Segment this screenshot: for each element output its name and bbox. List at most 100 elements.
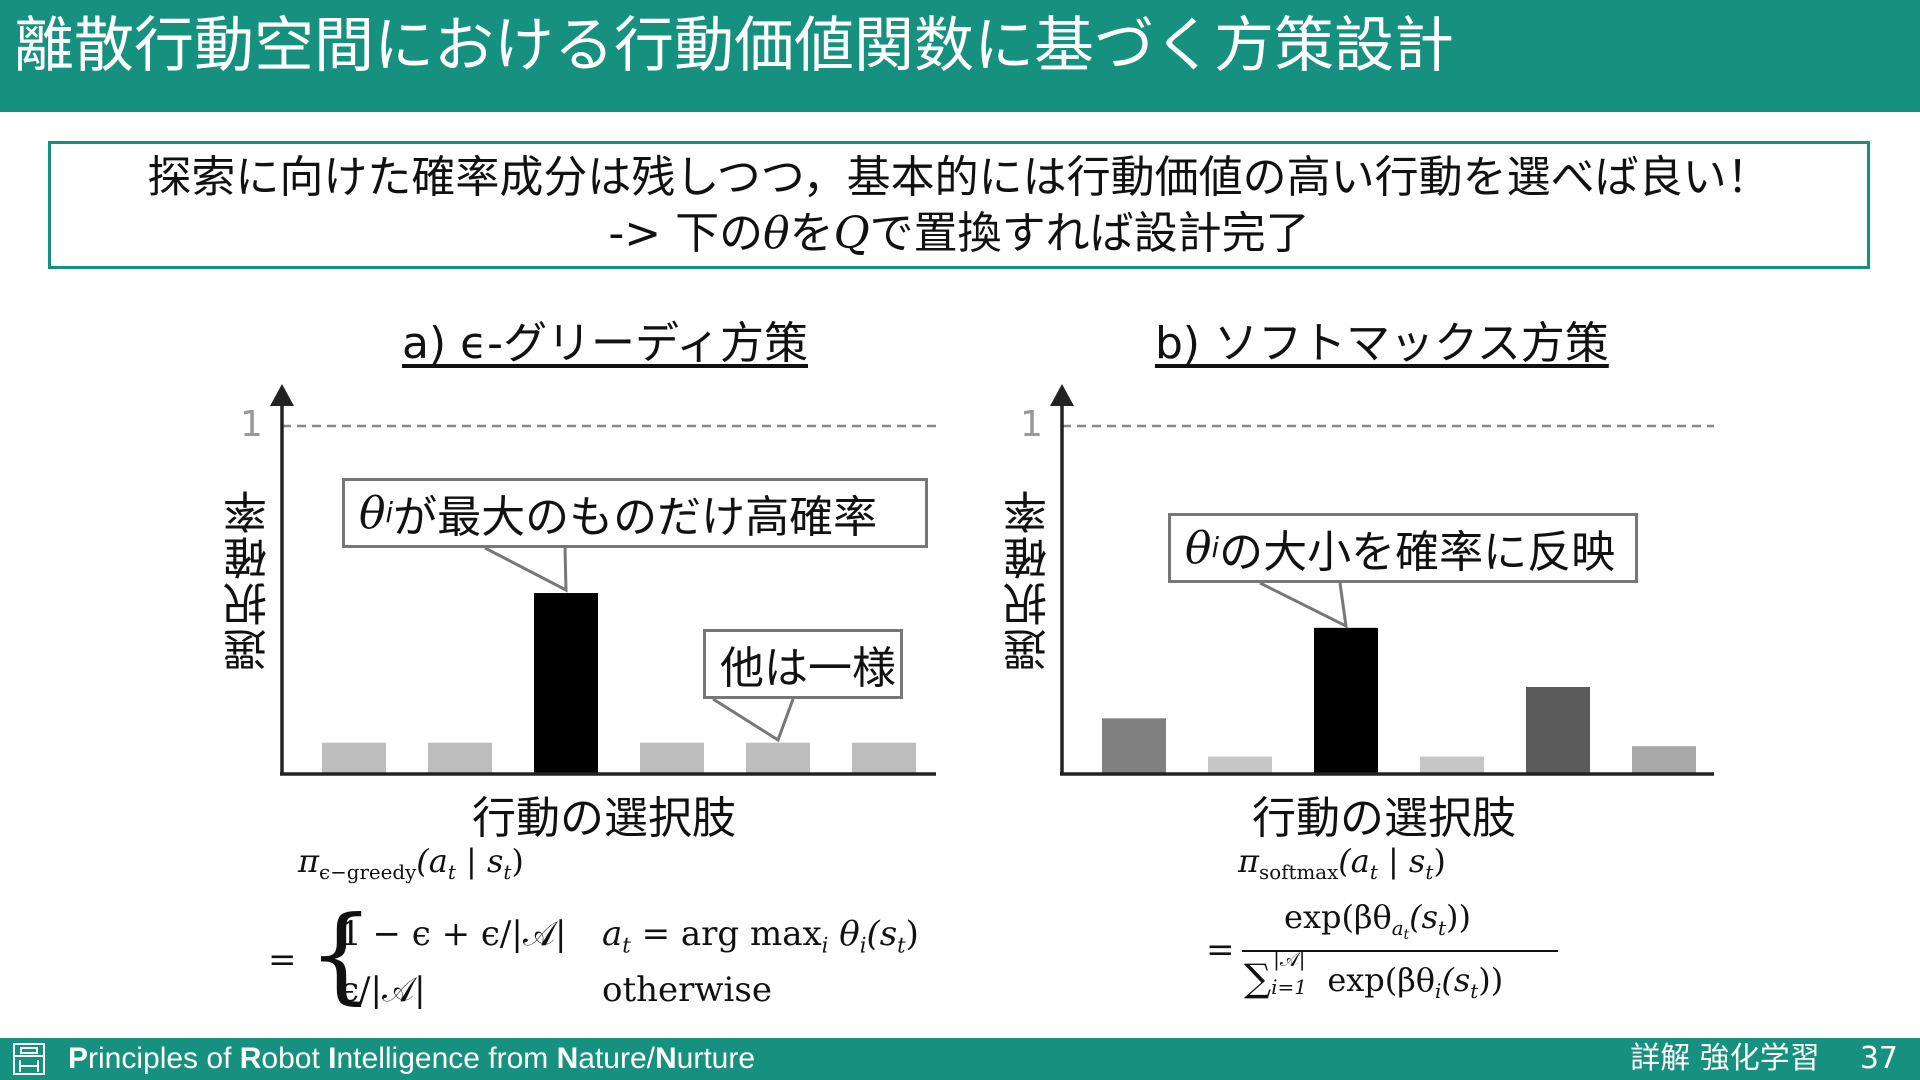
footer-book-title: 詳解 強化学習 — [1630, 1041, 1820, 1076]
softmax-bar-4 — [1420, 756, 1484, 774]
greedy-bar-6 — [852, 742, 916, 774]
footer-word: urture — [676, 1042, 756, 1075]
greedy-bar-2 — [428, 742, 492, 774]
formula-arg2: | s — [1377, 842, 1426, 880]
footer-word: ntelligence from — [336, 1042, 557, 1075]
formula-arg-sub: t — [447, 860, 456, 884]
softmax-bar-3 — [1314, 627, 1378, 774]
softmax-panel-title: b) ソフトマックス方策 — [1155, 318, 1609, 369]
summary-suffix: で置換すれば設計完了 — [869, 208, 1310, 259]
den-s: (s — [1441, 961, 1471, 999]
greedy-bar-4 — [640, 742, 704, 774]
fraction-bar — [1242, 950, 1558, 952]
greedy-xlabel: 行動の選択肢 — [472, 793, 736, 844]
softmax-chart — [1050, 384, 1714, 776]
num-s-sub: t — [1438, 916, 1446, 940]
formula-arg2: | s — [455, 842, 504, 880]
den-exp: exp(βθ — [1317, 961, 1436, 999]
greedy-case2-cond: otherwise — [602, 970, 772, 1010]
footer-word: obot — [261, 1042, 329, 1075]
num-exp: exp(βθ — [1284, 898, 1392, 936]
greedy-formula-eq: = — [268, 940, 297, 980]
summary-line-2: -> 下のθをQで置換すれば設計完了 — [51, 206, 1867, 262]
formula-arg2-sub: t — [503, 860, 512, 884]
footer-initial: R — [239, 1042, 262, 1075]
formula-close: ) — [1433, 842, 1446, 880]
den-lower: i=1 — [1271, 975, 1308, 999]
softmax-numerator: exp(βθat(st)) — [1284, 898, 1471, 943]
formula-close: ) — [511, 842, 524, 880]
num-sub-a: a — [1391, 916, 1404, 940]
softmax-ylabel: 選択確率 — [1004, 488, 1055, 672]
summary-box: 探索に向けた確率成分は残しつつ，基本的には行動価値の高い行動を選べば良い！ ->… — [48, 141, 1870, 269]
pi-subscript: softmax — [1259, 860, 1339, 884]
footer-initial: P — [68, 1042, 89, 1075]
softmax-y-axis-arrow — [1050, 384, 1074, 406]
greedy-y-axis-arrow — [270, 384, 294, 406]
cond-a-sub: t — [622, 932, 631, 958]
callout-text: が最大のものだけ高確率 — [393, 492, 878, 543]
summary-theta: θ — [763, 208, 790, 259]
softmax-bar-6 — [1632, 746, 1696, 774]
formula-arg: (a — [416, 842, 448, 880]
num-s: (s — [1409, 898, 1439, 936]
pi-symbol: π — [298, 842, 320, 880]
formula-arg-sub: t — [1369, 860, 1378, 884]
cond-theta: θ — [828, 914, 860, 954]
footer-right: 詳解 強化学習 37 — [1630, 1042, 1898, 1076]
summary-mid: を — [789, 208, 834, 259]
formula-arg: (a — [1338, 842, 1370, 880]
footer-series-title: Principles of Robot Intelligence from Na… — [68, 1042, 755, 1076]
den-limits: |𝒜| i=1 — [1271, 947, 1317, 999]
footer-word: ature/ — [578, 1042, 655, 1075]
greedy-formula-lhs: πϵ−greedy(at | st) — [298, 842, 524, 884]
greedy-case1-expr: 1 − ϵ + ϵ/|𝒜| — [340, 914, 567, 954]
softmax-formula-eq: = — [1206, 930, 1235, 970]
num-sub: at — [1391, 916, 1410, 944]
pi-subscript: ϵ−greedy — [319, 860, 417, 884]
summary-q: Q — [833, 208, 870, 259]
den-close: )) — [1478, 961, 1504, 999]
greedy-ytick-1: 1 — [240, 404, 263, 445]
cond-s-sub: t — [897, 932, 906, 958]
softmax-ytick-1: 1 — [1020, 404, 1043, 445]
greedy-chart — [270, 384, 936, 776]
greedy-bar-1 — [322, 742, 386, 774]
page-number: 37 — [1859, 1041, 1898, 1076]
softmax-callout: θ i の大小を確率に反映 — [1168, 513, 1638, 583]
footer-initial: I — [328, 1042, 337, 1075]
title-bar: 離散行動空間における行動価値関数に基づく方策設計 — [0, 0, 1920, 112]
footer-word: rinciples of — [88, 1042, 240, 1075]
callout-text: の大小を確率に反映 — [1219, 527, 1616, 578]
softmax-bar-1 — [1102, 718, 1166, 774]
greedy-brace: { — [308, 893, 375, 1015]
callout-theta: θ — [1185, 522, 1212, 574]
den-sub: i — [1435, 979, 1442, 1003]
greedy-panel-title: a) ϵ-グリーディ方策 — [402, 318, 808, 369]
cond-close: ) — [905, 914, 919, 954]
softmax-formula-lhs: πsoftmax(at | st) — [1238, 842, 1446, 884]
footer-initial: N — [655, 1042, 677, 1075]
summary-line-1: 探索に向けた確率成分は残しつつ，基本的には行動価値の高い行動を選べば良い！ — [147, 152, 1771, 203]
greedy-case2-expr: ϵ/|𝒜| — [340, 970, 426, 1010]
cond-argmax-sub: i — [821, 932, 829, 958]
footer-initial: N — [556, 1042, 579, 1075]
softmax-bar-5 — [1526, 687, 1590, 774]
footer-bar: Principles of Robot Intelligence from Na… — [0, 1038, 1920, 1080]
num-sub-t: t — [1403, 927, 1410, 944]
cond-a: a — [602, 914, 623, 954]
greedy-main-callout: θ i が最大のものだけ高確率 — [342, 478, 928, 548]
den-s-sub: t — [1470, 979, 1479, 1003]
softmax-callout-pointer-1 — [1259, 581, 1348, 629]
cond-theta-sub: i — [859, 932, 867, 958]
greedy-bar-5 — [746, 742, 810, 774]
slide-title: 離散行動空間における行動価値関数に基づく方策設計 — [14, 11, 1454, 81]
num-close: )) — [1446, 898, 1471, 936]
prin-logo-icon — [13, 1043, 45, 1075]
cond-s: (s — [866, 914, 898, 954]
formula-arg2-sub: t — [1425, 860, 1434, 884]
pi-symbol: π — [1238, 842, 1260, 880]
softmax-xlabel: 行動の選択肢 — [1252, 793, 1516, 844]
greedy-ylabel: 選択確率 — [224, 488, 275, 672]
